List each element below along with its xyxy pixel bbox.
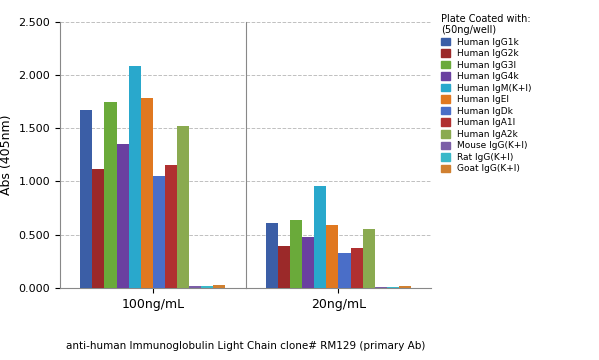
Bar <box>141 98 153 288</box>
Bar <box>117 144 129 288</box>
Bar <box>290 220 302 288</box>
Bar <box>278 247 290 288</box>
Bar <box>314 186 326 288</box>
Legend: Human IgG1k, Human IgG2k, Human IgG3l, Human IgG4k, Human IgM(K+l), Human IgEl, : Human IgG1k, Human IgG2k, Human IgG3l, H… <box>439 12 533 175</box>
Bar <box>177 126 189 288</box>
Bar <box>374 287 387 288</box>
Bar <box>92 168 104 288</box>
Bar <box>326 225 338 288</box>
Bar <box>104 102 117 288</box>
Bar <box>153 176 165 288</box>
Bar <box>350 248 362 288</box>
Bar <box>129 66 141 288</box>
Bar <box>189 287 201 288</box>
Bar <box>80 110 92 288</box>
Bar <box>338 253 350 288</box>
Bar <box>387 287 399 288</box>
Bar <box>302 237 314 288</box>
Bar <box>399 287 411 288</box>
Bar <box>362 229 374 288</box>
Bar <box>201 286 213 288</box>
Y-axis label: Abs (405nm): Abs (405nm) <box>0 114 13 195</box>
Text: anti-human Immunoglobulin Light Chain clone# RM129 (primary Ab): anti-human Immunoglobulin Light Chain cl… <box>66 341 425 351</box>
Bar <box>165 166 177 288</box>
Bar <box>266 223 278 288</box>
Bar <box>213 285 225 288</box>
